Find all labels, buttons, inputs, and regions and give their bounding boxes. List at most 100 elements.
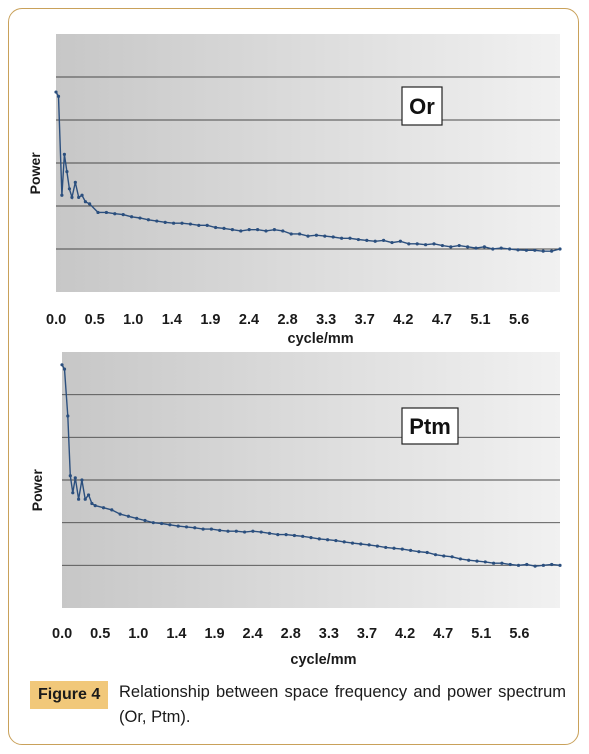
data-point-3: [62, 152, 66, 156]
data-point-5: [73, 476, 77, 480]
data-point-27: [222, 226, 226, 230]
data-point-55: [457, 243, 461, 248]
data-point-66: [550, 562, 554, 567]
x-tick-label: 5.1: [471, 626, 491, 642]
x-axis-label: cycle/mm: [288, 331, 354, 347]
data-point-54: [449, 245, 453, 249]
data-point-7: [80, 478, 84, 482]
data-point-63: [525, 562, 529, 567]
data-point-19: [155, 219, 159, 223]
data-point-67: [558, 563, 562, 567]
data-point-13: [110, 508, 114, 512]
x-tick-label: 4.2: [395, 626, 415, 642]
data-point-8: [83, 497, 87, 501]
data-point-16: [130, 215, 134, 219]
x-tick-label: 1.0: [128, 626, 148, 642]
data-point-51: [425, 550, 429, 555]
panel-label: Or: [409, 94, 435, 119]
data-point-53: [442, 554, 446, 558]
data-point-66: [550, 249, 554, 253]
data-point-16: [135, 516, 139, 520]
data-point-22: [184, 525, 189, 529]
chart-panel-ptm: 0.0 0.5 1.0 1.4 1.9 2.4 2.8 3.3 3.7 4.2 4.7 5.1 5.6 c…: [28, 350, 564, 672]
data-point-23: [188, 222, 192, 226]
data-point-62: [516, 248, 520, 252]
data-point-41: [340, 236, 344, 240]
data-point-27: [226, 529, 230, 533]
data-point-3: [68, 474, 72, 478]
data-point-49: [407, 242, 411, 246]
x-tick-label: 5.6: [509, 312, 529, 328]
data-point-56: [467, 558, 471, 562]
data-point-9: [86, 493, 91, 497]
data-point-53: [440, 243, 444, 248]
data-point-21: [176, 524, 180, 528]
data-point-64: [533, 564, 537, 568]
data-point-31: [256, 228, 260, 232]
data-point-47: [390, 240, 394, 245]
data-point-64: [533, 248, 537, 252]
data-point-25: [205, 223, 209, 227]
data-point-32: [264, 229, 268, 233]
panel-label-box: [401, 407, 459, 445]
data-point-45: [375, 544, 379, 548]
data-point-47: [392, 546, 396, 550]
data-point-61: [508, 562, 512, 567]
data-point-14: [113, 212, 117, 216]
data-point-48: [400, 547, 404, 551]
data-point-1: [56, 94, 61, 98]
data-point-59: [492, 561, 496, 565]
data-point-54: [450, 555, 454, 559]
data-point-12: [101, 506, 106, 510]
data-point-14: [118, 512, 122, 516]
data-point-50: [417, 550, 421, 554]
data-point-33: [276, 533, 280, 537]
data-point-1: [62, 367, 67, 371]
data-point-32: [267, 531, 272, 535]
data-point-2: [66, 414, 70, 418]
chart-ptm: 0.0 0.5 1.0 1.4 1.9 2.4 2.8 3.3 3.7 4.2 4.7 5.1 5.6 c…: [29, 352, 562, 668]
data-point-13: [104, 210, 108, 215]
x-tick-label: 4.2: [393, 312, 413, 328]
data-point-11: [93, 504, 97, 508]
data-point-31: [259, 530, 263, 534]
data-point-18: [146, 218, 150, 222]
data-point-40: [334, 538, 338, 543]
data-point-2: [60, 193, 64, 197]
data-point-39: [326, 538, 330, 542]
data-point-37: [309, 536, 313, 540]
data-point-55: [458, 557, 462, 561]
data-point-30: [247, 228, 251, 232]
x-tick-label: 2.8: [277, 312, 297, 328]
data-point-26: [214, 225, 218, 230]
x-axis-label: cycle/mm: [290, 652, 356, 668]
x-tick-label: 1.9: [204, 626, 224, 642]
data-point-46: [382, 238, 386, 242]
data-point-9: [80, 193, 84, 197]
x-tick-label: 1.4: [166, 626, 186, 642]
x-tick-label: 0.5: [85, 312, 105, 328]
data-point-34: [284, 533, 288, 537]
data-point-43: [359, 542, 363, 546]
data-point-6: [70, 195, 74, 199]
x-tick-label: 3.3: [319, 626, 339, 642]
data-point-40: [331, 235, 335, 239]
data-point-25: [209, 527, 213, 531]
data-point-7: [73, 180, 77, 184]
data-point-20: [168, 523, 172, 527]
data-point-17: [138, 216, 142, 220]
data-point-4: [65, 170, 69, 174]
data-point-36: [298, 232, 302, 236]
data-point-43: [356, 237, 360, 242]
panel-label: Ptm: [409, 414, 451, 439]
x-tick-label: 5.6: [509, 626, 529, 642]
x-tick-label: 2.4: [239, 312, 259, 328]
data-point-50: [415, 242, 419, 246]
data-point-37: [306, 234, 310, 238]
data-point-58: [483, 560, 487, 564]
y-axis-label: Power: [28, 152, 43, 195]
data-point-30: [251, 529, 255, 533]
x-tick-label: 3.7: [357, 626, 377, 642]
data-point-44: [367, 543, 371, 547]
data-point-33: [272, 228, 276, 232]
